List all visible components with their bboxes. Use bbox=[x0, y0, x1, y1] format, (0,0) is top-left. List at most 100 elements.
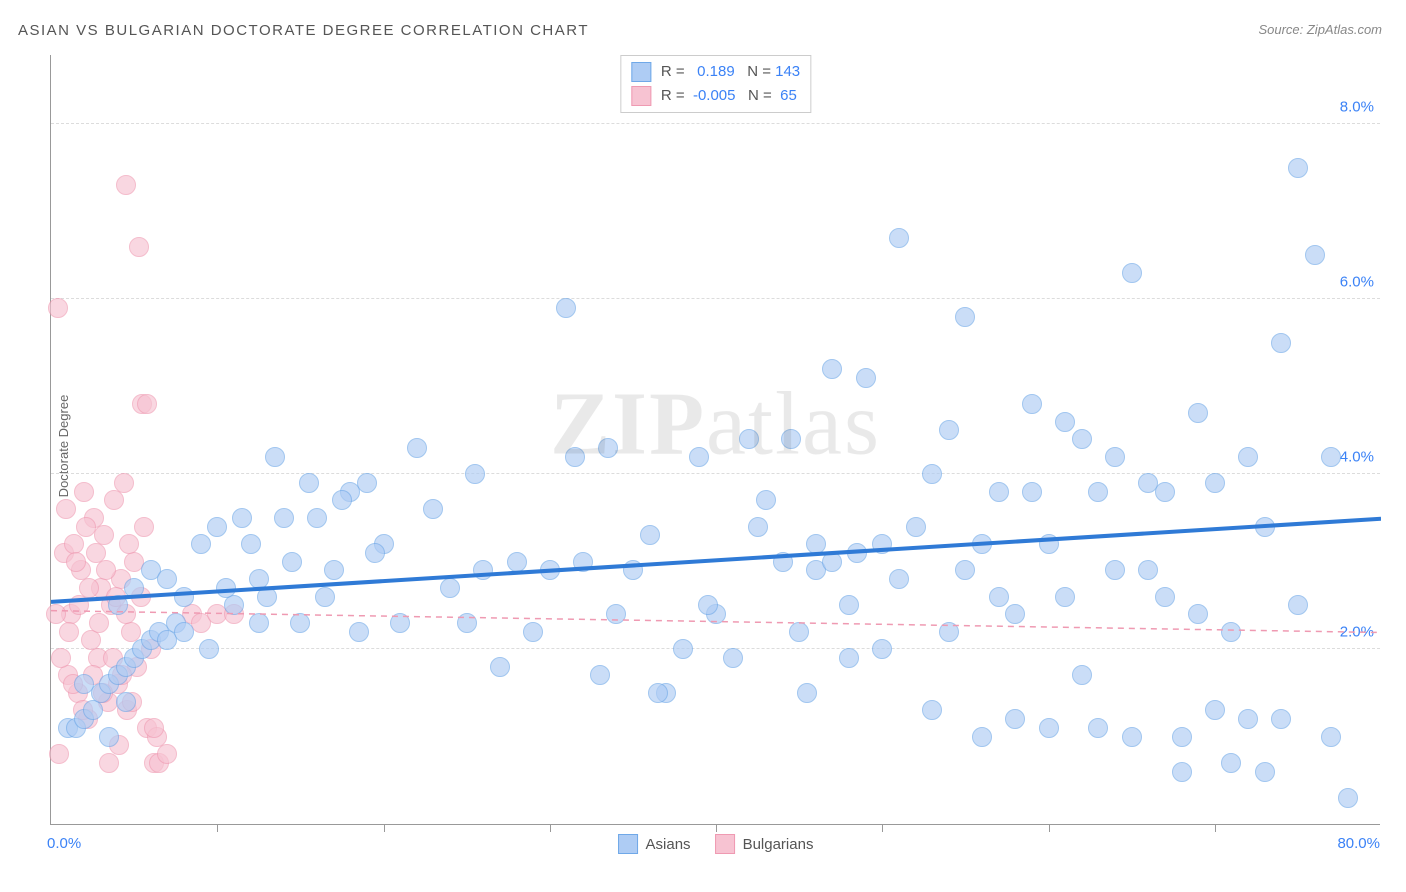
data-point bbox=[573, 552, 593, 572]
data-point bbox=[157, 569, 177, 589]
data-point bbox=[1039, 718, 1059, 738]
data-point bbox=[1205, 700, 1225, 720]
data-point bbox=[56, 499, 76, 519]
data-point bbox=[457, 613, 477, 633]
data-point bbox=[407, 438, 427, 458]
data-point bbox=[83, 700, 103, 720]
data-point bbox=[1271, 333, 1291, 353]
data-point bbox=[144, 718, 164, 738]
data-point bbox=[698, 595, 718, 615]
correlation-legend: R = 0.189 N = 143R = -0.005 N = 65 bbox=[620, 55, 811, 113]
data-point bbox=[839, 595, 859, 615]
data-point bbox=[104, 490, 124, 510]
data-point bbox=[739, 429, 759, 449]
x-min-label: 0.0% bbox=[47, 835, 81, 852]
data-point bbox=[648, 683, 668, 703]
data-point bbox=[129, 237, 149, 257]
data-point bbox=[51, 648, 71, 668]
data-point bbox=[598, 438, 618, 458]
data-point bbox=[191, 534, 211, 554]
data-point bbox=[307, 508, 327, 528]
data-point bbox=[1022, 482, 1042, 502]
data-point bbox=[723, 648, 743, 668]
data-point bbox=[789, 622, 809, 642]
data-point bbox=[673, 639, 693, 659]
data-point bbox=[290, 613, 310, 633]
data-point bbox=[1138, 560, 1158, 580]
data-point bbox=[69, 595, 89, 615]
data-point bbox=[556, 298, 576, 318]
data-point bbox=[623, 560, 643, 580]
data-point bbox=[1321, 727, 1341, 747]
data-point bbox=[134, 517, 154, 537]
data-point bbox=[74, 482, 94, 502]
data-point bbox=[1155, 587, 1175, 607]
watermark: ZIPatlas bbox=[550, 373, 881, 476]
data-point bbox=[590, 665, 610, 685]
data-point bbox=[1305, 245, 1325, 265]
data-point bbox=[1188, 604, 1208, 624]
data-point bbox=[889, 228, 909, 248]
data-point bbox=[972, 534, 992, 554]
data-point bbox=[96, 560, 116, 580]
data-point bbox=[1088, 482, 1108, 502]
data-point bbox=[781, 429, 801, 449]
data-point bbox=[1221, 753, 1241, 773]
trendlines-layer bbox=[51, 55, 1381, 825]
data-point bbox=[1288, 595, 1308, 615]
data-point bbox=[174, 587, 194, 607]
data-point bbox=[1088, 718, 1108, 738]
x-tick bbox=[882, 824, 883, 832]
data-point bbox=[507, 552, 527, 572]
x-tick bbox=[716, 824, 717, 832]
gridline-h bbox=[51, 473, 1380, 474]
x-tick bbox=[1215, 824, 1216, 832]
y-tick-label: 4.0% bbox=[1340, 449, 1374, 466]
legend-swatch bbox=[618, 834, 638, 854]
data-point bbox=[1022, 394, 1042, 414]
data-point bbox=[99, 727, 119, 747]
data-point bbox=[955, 307, 975, 327]
data-point bbox=[241, 534, 261, 554]
data-point bbox=[274, 508, 294, 528]
data-point bbox=[1172, 727, 1192, 747]
data-point bbox=[79, 578, 99, 598]
data-point bbox=[1072, 665, 1092, 685]
data-point bbox=[249, 613, 269, 633]
data-point bbox=[872, 639, 892, 659]
x-max-label: 80.0% bbox=[1337, 835, 1380, 852]
data-point bbox=[49, 744, 69, 764]
data-point bbox=[955, 560, 975, 580]
legend-item: Asians bbox=[618, 834, 691, 854]
data-point bbox=[889, 569, 909, 589]
gridline-h bbox=[51, 648, 1380, 649]
legend-item: Bulgarians bbox=[715, 834, 814, 854]
data-point bbox=[390, 613, 410, 633]
data-point bbox=[822, 552, 842, 572]
data-point bbox=[114, 473, 134, 493]
data-point bbox=[606, 604, 626, 624]
data-point bbox=[748, 517, 768, 537]
data-point bbox=[119, 534, 139, 554]
data-point bbox=[1238, 709, 1258, 729]
data-point bbox=[207, 517, 227, 537]
data-point bbox=[1005, 709, 1025, 729]
y-tick-label: 8.0% bbox=[1340, 99, 1374, 116]
gridline-h bbox=[51, 123, 1380, 124]
data-point bbox=[74, 674, 94, 694]
data-point bbox=[839, 648, 859, 668]
data-point bbox=[465, 464, 485, 484]
data-point bbox=[48, 298, 68, 318]
x-tick bbox=[1049, 824, 1050, 832]
gridline-h bbox=[51, 298, 1380, 299]
series-legend: Asians Bulgarians bbox=[618, 834, 814, 854]
data-point bbox=[756, 490, 776, 510]
x-tick bbox=[217, 824, 218, 832]
source-credit: Source: ZipAtlas.com bbox=[1258, 22, 1382, 37]
data-point bbox=[423, 499, 443, 519]
legend-text: R = 0.189 N = 143 bbox=[661, 60, 800, 84]
watermark-light: atlas bbox=[706, 375, 881, 474]
data-point bbox=[1055, 412, 1075, 432]
data-point bbox=[1188, 403, 1208, 423]
data-point bbox=[540, 560, 560, 580]
